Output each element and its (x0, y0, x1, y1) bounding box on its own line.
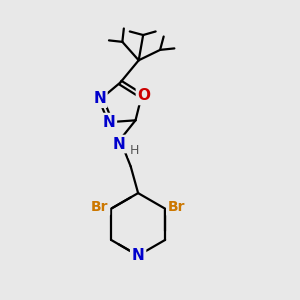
Text: Br: Br (168, 200, 185, 214)
Text: N: N (132, 248, 145, 263)
Text: O: O (137, 88, 151, 104)
Text: N: N (103, 115, 115, 130)
Text: N: N (93, 91, 106, 106)
Text: N: N (113, 136, 126, 152)
Text: H: H (130, 143, 139, 157)
Text: Br: Br (91, 200, 109, 214)
